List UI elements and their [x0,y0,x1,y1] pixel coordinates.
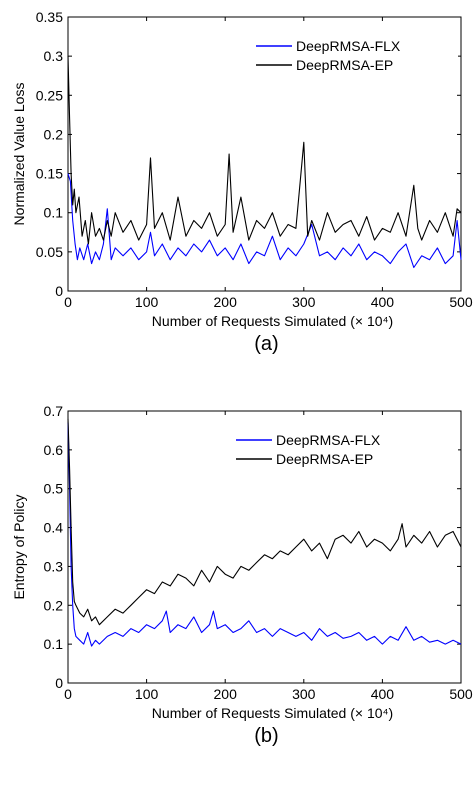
plot-area-frame [67,16,462,292]
y-axis-label: Normalized Value Loss [11,83,27,226]
x-tick-label: 400 [371,686,395,702]
y-tick-label: 0.4 [44,520,64,536]
panel-label: (a) [254,333,278,355]
y-tick-label: 0.5 [44,481,64,497]
x-tick-label: 100 [135,294,159,310]
chart-panel-b: 0 100 200 300 400 500 0 0.1 0.2 0.3 0.4 0.5 0.6 0.7 D… [11,403,473,747]
legend-box [252,33,458,73]
x-tick-label: 0 [64,686,72,702]
y-tick-label: 0.7 [44,403,64,419]
y-tick-label: 0.15 [36,166,63,182]
y-tick-label: 0.25 [36,87,63,103]
x-tick-label: 500 [449,294,473,310]
legend-label-ep: DeepRMSA-EP [276,451,373,467]
y-tick-label: 0.2 [44,597,64,613]
series-lines [67,56,462,269]
y-tick-label: 0.3 [44,48,64,64]
x-tick-label: 200 [214,686,238,702]
y-tick-label: 0.35 [36,9,63,25]
x-tick-label: 100 [135,686,159,702]
legend: DeepRMSA-FLX DeepRMSA-EP [232,427,458,467]
y-tick-label: 0.6 [44,442,64,458]
legend-label-flx: DeepRMSA-FLX [276,432,381,448]
legend-label-ep: DeepRMSA-EP [296,57,393,73]
series-line-flx [67,422,462,647]
y-tick-label: 0.3 [44,558,64,574]
tick-marks: 0 100 200 300 400 500 0 0.05 0.1 0.15 0.2 0.25 0.3 0.… [36,9,473,310]
x-axis-label: Number of Requests Simulated (× 10⁴) [152,705,393,721]
legend-box [232,427,458,467]
x-tick-label: 300 [292,686,316,702]
legend-label-flx: DeepRMSA-FLX [296,38,401,54]
x-tick-label: 0 [64,294,72,310]
series-line-ep [67,418,462,626]
x-tick-label: 400 [371,294,395,310]
chart-panel-a: 0 100 200 300 400 500 0 0.05 0.1 0.15 0.2 0.25 0.3 0.… [11,9,473,355]
x-tick-label: 200 [214,294,238,310]
y-tick-label: 0.05 [36,244,63,260]
series-lines [67,418,462,647]
x-tick-label: 300 [292,294,316,310]
series-line-ep [67,56,462,245]
y-tick-label: 0 [55,675,63,691]
legend: DeepRMSA-FLX DeepRMSA-EP [252,33,458,73]
y-tick-label: 0.1 [44,636,64,652]
y-tick-label: 0.2 [44,126,64,142]
tick-marks: 0 100 200 300 400 500 0 0.1 0.2 0.3 0.4 0.5 0.6 0.7 [44,403,473,702]
x-axis-label: Number of Requests Simulated (× 10⁴) [152,313,393,329]
y-tick-label: 0.1 [44,205,64,221]
y-axis-label: Entropy of Policy [11,494,27,599]
x-tick-label: 500 [449,686,473,702]
panel-label: (b) [254,725,278,747]
y-tick-label: 0 [55,283,63,299]
series-line-flx [67,173,462,269]
